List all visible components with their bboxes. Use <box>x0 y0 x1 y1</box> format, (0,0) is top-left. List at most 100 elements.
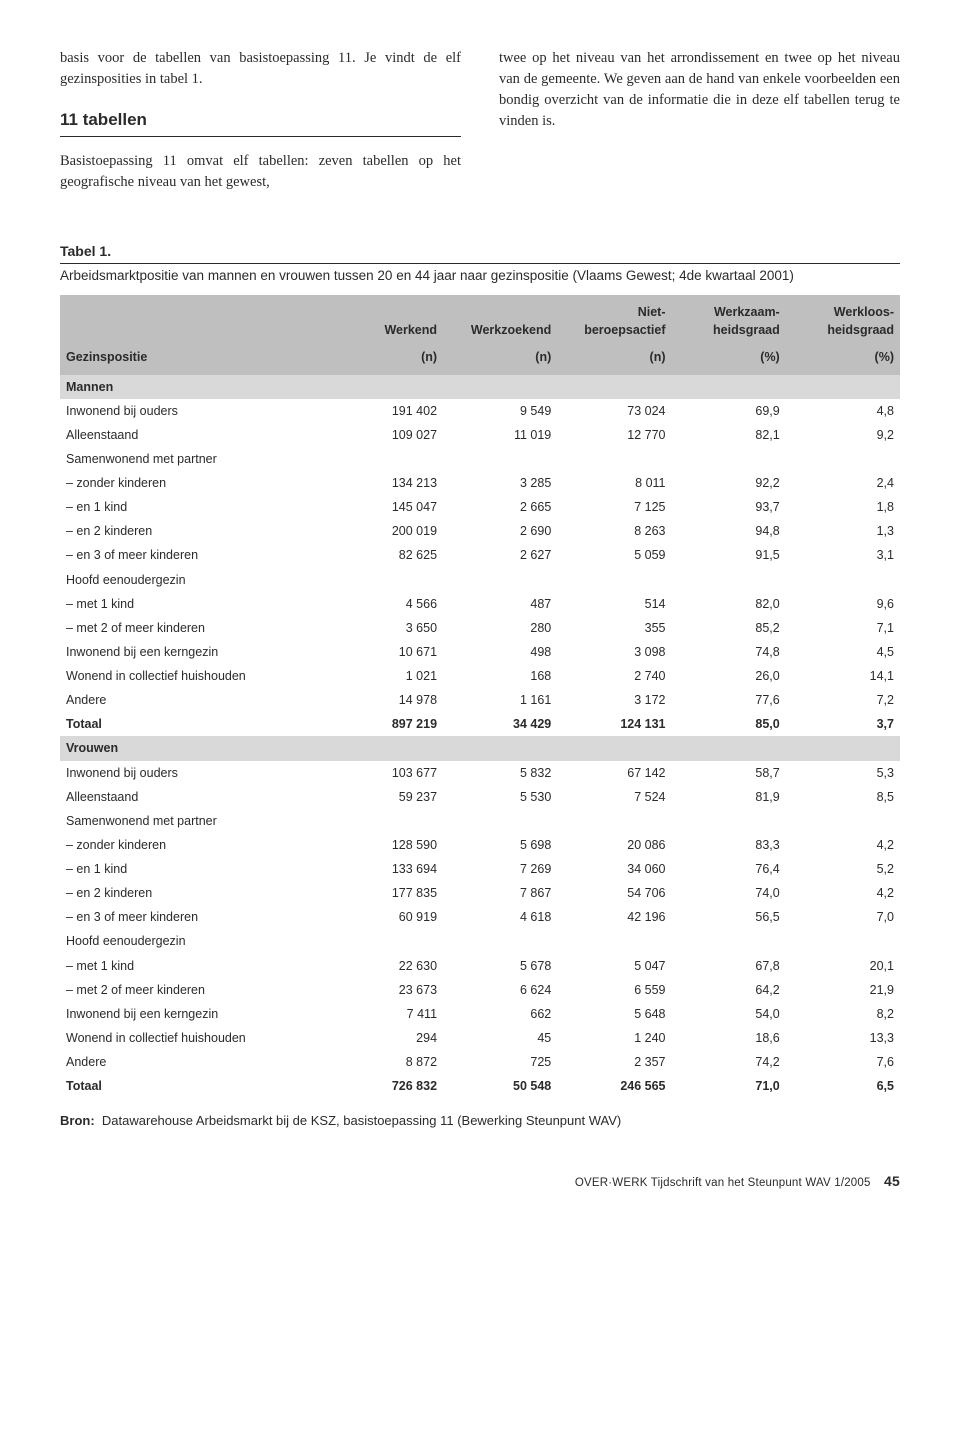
cell-value: 3 285 <box>443 471 557 495</box>
row-label: Hoofd eenoudergezin <box>60 929 329 953</box>
cell-value: 294 <box>329 1026 443 1050</box>
cell-value: 60 919 <box>329 905 443 929</box>
table-row: – met 2 of meer kinderen23 6736 6246 559… <box>60 978 900 1002</box>
table-row: Andere8 8727252 35774,27,6 <box>60 1050 900 1074</box>
cell-value: 191 402 <box>329 399 443 423</box>
cell-value: 8 011 <box>557 471 671 495</box>
table-row: Totaal726 83250 548246 56571,06,5 <box>60 1074 900 1098</box>
cell-value: 145 047 <box>329 495 443 519</box>
table-caption-rule <box>60 263 900 264</box>
row-label: Wonend in collectief huishouden <box>60 1026 329 1050</box>
cell-value: 177 835 <box>329 881 443 905</box>
cell-value: 10 671 <box>329 640 443 664</box>
cell-value: 7,6 <box>786 1050 900 1074</box>
cell-value: 725 <box>443 1050 557 1074</box>
cell-value <box>443 568 557 592</box>
cell-value: 7 125 <box>557 495 671 519</box>
cell-value: 82,0 <box>672 592 786 616</box>
cell-value <box>786 809 900 833</box>
cell-value: 83,3 <box>672 833 786 857</box>
row-header-label: Gezinspositie <box>60 345 329 374</box>
row-label: Inwonend bij ouders <box>60 399 329 423</box>
row-label: Andere <box>60 1050 329 1074</box>
cell-value: 5 047 <box>557 954 671 978</box>
cell-value: 4 566 <box>329 592 443 616</box>
table-row: Inwonend bij ouders103 6775 83267 14258,… <box>60 761 900 785</box>
cell-value: 34 429 <box>443 712 557 736</box>
cell-value: 74,2 <box>672 1050 786 1074</box>
cell-value: 1 240 <box>557 1026 671 1050</box>
cell-value: 2 665 <box>443 495 557 519</box>
cell-value: 4 618 <box>443 905 557 929</box>
col-unit: (%) <box>786 345 900 374</box>
row-label: Samenwonend met partner <box>60 447 329 471</box>
row-label: Totaal <box>60 712 329 736</box>
cell-value: 9,6 <box>786 592 900 616</box>
cell-value: 2 357 <box>557 1050 671 1074</box>
cell-value: 8 263 <box>557 519 671 543</box>
table-row: Inwonend bij ouders191 4029 54973 02469,… <box>60 399 900 423</box>
col-unit: (n) <box>329 345 443 374</box>
cell-value: 7 524 <box>557 785 671 809</box>
cell-value: 74,8 <box>672 640 786 664</box>
cell-value: 3,1 <box>786 543 900 567</box>
cell-value: 3,7 <box>786 712 900 736</box>
cell-value: 4,8 <box>786 399 900 423</box>
cell-value: 69,9 <box>672 399 786 423</box>
left-column: basis voor de tabellen van basistoepassi… <box>60 48 461 207</box>
intro-left-para2: Basistoepassing 11 omvat elf tabellen: z… <box>60 151 461 193</box>
cell-value: 6 559 <box>557 978 671 1002</box>
table-row: – en 3 of meer kinderen60 9194 61842 196… <box>60 905 900 929</box>
row-label: Samenwonend met partner <box>60 809 329 833</box>
cell-value <box>557 568 671 592</box>
footer-page: 45 <box>884 1173 900 1189</box>
cell-value: 2 690 <box>443 519 557 543</box>
cell-value: 73 024 <box>557 399 671 423</box>
cell-value: 3 172 <box>557 688 671 712</box>
cell-value: 94,8 <box>672 519 786 543</box>
cell-value <box>443 929 557 953</box>
cell-value: 5 059 <box>557 543 671 567</box>
cell-value: 124 131 <box>557 712 671 736</box>
row-label: – en 3 of meer kinderen <box>60 905 329 929</box>
table-row: Wonend in collectief huishouden1 0211682… <box>60 664 900 688</box>
cell-value: 2 627 <box>443 543 557 567</box>
cell-value <box>443 447 557 471</box>
row-label: – en 1 kind <box>60 495 329 519</box>
row-label: – met 1 kind <box>60 592 329 616</box>
cell-value: 8,5 <box>786 785 900 809</box>
col-unit: (n) <box>557 345 671 374</box>
cell-value: 20 086 <box>557 833 671 857</box>
cell-value: 5 698 <box>443 833 557 857</box>
data-table: WerkendWerkzoekendNiet-beroepsactiefWerk… <box>60 295 900 1098</box>
cell-value: 23 673 <box>329 978 443 1002</box>
table-row: – met 1 kind22 6305 6785 04767,820,1 <box>60 954 900 978</box>
row-label: Totaal <box>60 1074 329 1098</box>
row-label: – zonder kinderen <box>60 833 329 857</box>
row-label: – en 2 kinderen <box>60 881 329 905</box>
table-row: Samenwonend met partner <box>60 447 900 471</box>
cell-value: 5 832 <box>443 761 557 785</box>
table-row: – zonder kinderen128 5905 69820 08683,34… <box>60 833 900 857</box>
table-row: Samenwonend met partner <box>60 809 900 833</box>
cell-value: 50 548 <box>443 1074 557 1098</box>
cell-value: 6 624 <box>443 978 557 1002</box>
cell-value: 56,5 <box>672 905 786 929</box>
cell-value: 9,2 <box>786 423 900 447</box>
group-header: Vrouwen <box>60 736 329 760</box>
cell-value: 1,8 <box>786 495 900 519</box>
cell-value: 134 213 <box>329 471 443 495</box>
col-unit: (%) <box>672 345 786 374</box>
section-heading: 11 tabellen <box>60 108 461 137</box>
cell-value: 1 161 <box>443 688 557 712</box>
cell-value: 7 411 <box>329 1002 443 1026</box>
table-row: – en 2 kinderen177 8357 86754 70674,04,2 <box>60 881 900 905</box>
cell-value: 85,2 <box>672 616 786 640</box>
table-body: MannenInwonend bij ouders191 4029 54973 … <box>60 375 900 1099</box>
cell-value: 12 770 <box>557 423 671 447</box>
col-unit: (n) <box>443 345 557 374</box>
cell-value: 103 677 <box>329 761 443 785</box>
source-text: Datawarehouse Arbeidsmarkt bij de KSZ, b… <box>102 1113 621 1128</box>
cell-value: 7 867 <box>443 881 557 905</box>
cell-value: 1,3 <box>786 519 900 543</box>
